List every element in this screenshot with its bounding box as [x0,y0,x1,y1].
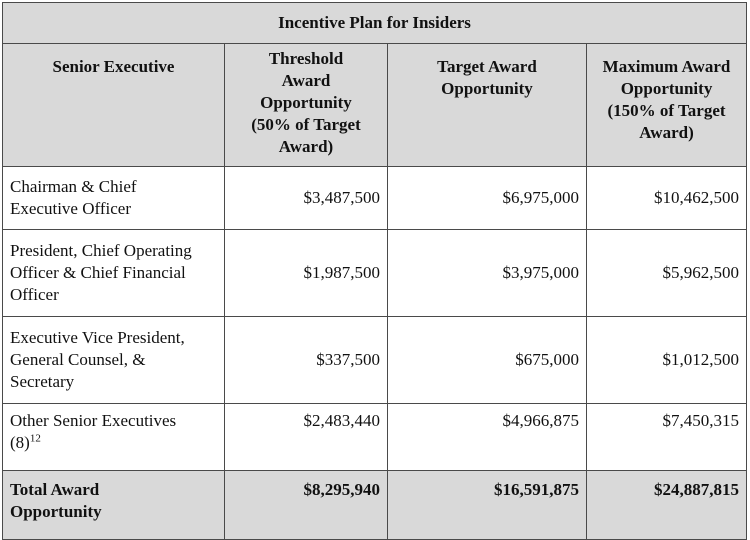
table-row: President, Chief Operating Officer & Chi… [2,229,748,317]
table-title-row: Incentive Plan for Insiders [1,2,748,44]
row-name-cell: President, Chief Operating Officer & Chi… [2,229,225,317]
target-cell: $4,966,875 [387,403,587,471]
header-line: (150% of Target [607,101,726,120]
maximum-cell: $1,012,500 [585,316,748,404]
row-name-cell: Other Senior Executives (8)12 [2,403,225,471]
name-line: Officer & Chief Financial [10,263,186,282]
header-line: (50% of Target [251,115,361,134]
header-line: Maximum Award [602,57,731,76]
maximum-cell: $10,462,500 [585,166,748,230]
footnote-marker: 12 [29,432,41,445]
column-header-threshold: Threshold Award Opportunity (50% of Targ… [224,43,388,167]
table-title: Incentive Plan for Insiders [1,2,748,44]
table-row: Other Senior Executives (8)12 $2,483,440… [2,403,748,471]
target-cell: $675,000 [387,316,587,404]
threshold-cell: $3,487,500 [224,166,388,230]
header-line: Threshold [268,49,344,68]
header-line: Opportunity [441,79,533,98]
column-header-maximum: Maximum Award Opportunity (150% of Targe… [585,43,748,167]
row-name-cell: Executive Vice President, General Counse… [2,316,225,404]
header-line: Award [281,71,331,90]
maximum-cell: $5,962,500 [585,229,748,317]
name-line: President, Chief Operating [10,241,192,260]
name-line: Chairman & Chief [10,177,137,196]
target-cell: $6,975,000 [387,166,587,230]
name-line: Executive Vice President, [10,328,185,347]
name-line: (8) [10,433,30,452]
header-line: Award) [278,137,334,156]
table-row: Executive Vice President, General Counse… [2,316,748,404]
table-row: Chairman & Chief Executive Officer $3,48… [2,166,748,230]
column-header-row: Senior Executive Threshold Award Opportu… [2,43,748,167]
name-line: General Counsel, & [10,350,146,369]
total-threshold-cell: $8,295,940 [224,470,388,540]
total-maximum-cell: $24,887,815 [585,470,748,540]
name-line: Executive Officer [10,199,131,218]
header-line: Target Award [437,57,537,76]
name-line: Opportunity [10,502,102,521]
name-line: Total Award [10,480,100,499]
column-header-target: Target Award Opportunity [387,43,587,167]
row-name-cell: Chairman & Chief Executive Officer [2,166,225,230]
total-label-cell: Total Award Opportunity [2,470,225,540]
threshold-cell: $2,483,440 [224,403,388,471]
target-cell: $3,975,000 [387,229,587,317]
header-line: Opportunity [260,93,352,112]
name-line: Other Senior Executives [10,411,177,430]
name-line: Secretary [10,372,75,391]
total-row: Total Award Opportunity $8,295,940 $16,5… [2,470,748,540]
threshold-cell: $337,500 [224,316,388,404]
header-line: Award) [639,123,694,142]
header-line: Opportunity [620,79,713,98]
name-line: Officer [10,285,59,304]
maximum-cell: $7,450,315 [585,403,748,471]
column-header-senior-executive: Senior Executive [2,43,225,167]
threshold-cell: $1,987,500 [224,229,388,317]
total-target-cell: $16,591,875 [387,470,587,540]
